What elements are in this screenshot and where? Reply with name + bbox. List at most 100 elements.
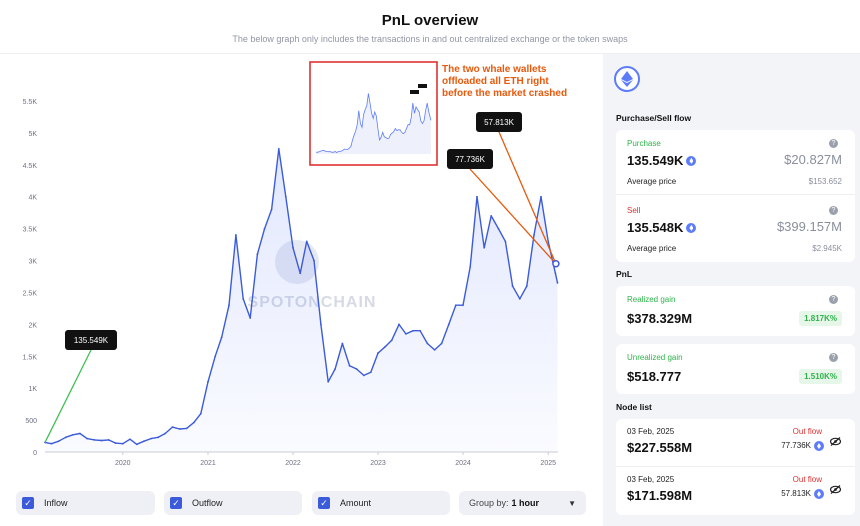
purchase-label: Purchase (627, 139, 661, 148)
node-date: 03 Feb, 2025 (627, 475, 675, 484)
y-tick-label: 3K (28, 259, 37, 266)
y-tick-label: 500 (25, 418, 37, 425)
sell-amount-row: 135.548K (627, 219, 697, 237)
series-point (220, 336, 223, 339)
series-point (398, 323, 400, 326)
series-point (369, 371, 372, 374)
eth-icon (686, 222, 697, 233)
series-line (44, 148, 559, 445)
node-list-title: Node list (616, 402, 652, 412)
series-point (433, 348, 436, 351)
y-tick-label: 1.5K (23, 354, 38, 361)
node-amount-row: 77.736K (781, 441, 824, 451)
series-point (207, 380, 209, 383)
unrealized-label: Unrealized gain (627, 353, 683, 362)
help-icon[interactable]: ? (829, 295, 838, 304)
series-point (164, 432, 167, 435)
callout-text: offloaded all ETH right (442, 76, 549, 87)
help-icon[interactable]: ? (829, 139, 838, 148)
annotation-connector (469, 168, 557, 265)
series-point (454, 304, 457, 307)
purchase-sell-card: Purchase ? 135.549K $20.827M Average pri… (616, 130, 855, 262)
purchase-avg-price: $153.652 (808, 177, 842, 186)
series-point (192, 421, 195, 424)
purchase-amount: 135.549K (627, 153, 684, 168)
series-point (93, 438, 96, 441)
node-usd: $227.558M (627, 440, 693, 455)
realized-gain-card: Realized gain ? $378.329M 1.817K% (616, 286, 855, 336)
series-point (426, 342, 429, 345)
unrealized-gain-card: Unrealized gain ? $518.777 1.510K% (616, 344, 855, 394)
series-point (447, 323, 450, 326)
inset-line (315, 93, 432, 153)
caret-down-icon: ▼ (568, 499, 576, 508)
series-point (135, 443, 138, 446)
annotation-connector (44, 349, 92, 443)
series-point (79, 432, 81, 435)
series-point (270, 208, 273, 211)
y-tick-label: 5K (28, 131, 37, 138)
y-tick-label: 4.5K (23, 163, 38, 170)
eye-off-icon[interactable] (830, 485, 841, 494)
y-tick-label: 3.5K (23, 227, 38, 234)
y-tick-label: 4K (28, 195, 37, 202)
divider (616, 466, 855, 467)
series-point (114, 442, 117, 444)
x-tick-label: 2024 (455, 460, 471, 467)
check-icon: ✓ (170, 497, 182, 509)
help-icon[interactable]: ? (829, 353, 838, 362)
purchase-avg-label: Average price (627, 177, 677, 186)
annotation-label: 57.813K (484, 118, 514, 127)
series-area (45, 148, 558, 452)
realized-label: Realized gain (627, 295, 676, 304)
page-subtitle: The below graph only includes the transa… (232, 34, 628, 44)
series-point (277, 147, 280, 150)
y-tick-label: 2K (28, 322, 37, 329)
series-point (362, 374, 365, 377)
series-point (292, 246, 294, 249)
series-point (263, 227, 266, 230)
series-point (129, 438, 131, 441)
series-point (64, 436, 67, 439)
series-point (341, 342, 344, 345)
outflow-checkbox[interactable]: ✓ Outflow (164, 491, 302, 515)
series-point (377, 352, 379, 354)
inflow-checkbox[interactable]: ✓ Inflow (16, 491, 155, 515)
amount-checkbox[interactable]: ✓ Amount (312, 491, 450, 515)
x-tick-label: 2021 (200, 460, 216, 467)
purchase-usd: $20.827M (784, 152, 842, 167)
x-tick-label: 2020 (115, 460, 131, 467)
series-point (305, 240, 308, 243)
sell-amount: 135.548K (627, 220, 684, 235)
group-by-value: 1 hour (511, 498, 540, 508)
eth-icon (814, 489, 824, 499)
series-point (348, 364, 351, 367)
series-point (320, 323, 322, 326)
series-point (525, 285, 528, 287)
series-point (412, 329, 415, 332)
series-point (199, 412, 202, 415)
eye-off-icon[interactable] (830, 437, 841, 446)
series-point (462, 304, 464, 307)
eth-icon (686, 155, 697, 166)
filter-bar: ✓ Inflow ✓ Outflow ✓ Amount Group by: 1 … (0, 486, 603, 526)
ethereum-icon (614, 66, 640, 92)
y-tick-label: 0 (33, 450, 37, 457)
series-point (50, 442, 53, 445)
amount-label: Amount (340, 498, 372, 508)
callout-text: The two whale wallets (442, 64, 547, 75)
annotation-box (65, 330, 117, 350)
check-icon: ✓ (22, 497, 34, 509)
series-point (86, 437, 89, 440)
help-icon[interactable]: ? (829, 206, 838, 215)
series-point (355, 368, 358, 370)
sell-label: Sell (627, 206, 641, 215)
node-row[interactable]: 03 Feb, 2025 Out flow $171.598M 57.813K (616, 467, 855, 514)
unrealized-value: $518.777 (627, 369, 682, 384)
series-point (284, 195, 287, 198)
x-tick-label: 2023 (370, 460, 386, 467)
purchase-amount-row: 135.549K (627, 152, 697, 170)
group-by-select[interactable]: Group by: 1 hour ▼ (459, 491, 586, 515)
realized-pct-badge: 1.817K% (799, 311, 842, 326)
node-row[interactable]: 03 Feb, 2025 Out flow $227.558M 77.736K (616, 419, 855, 466)
